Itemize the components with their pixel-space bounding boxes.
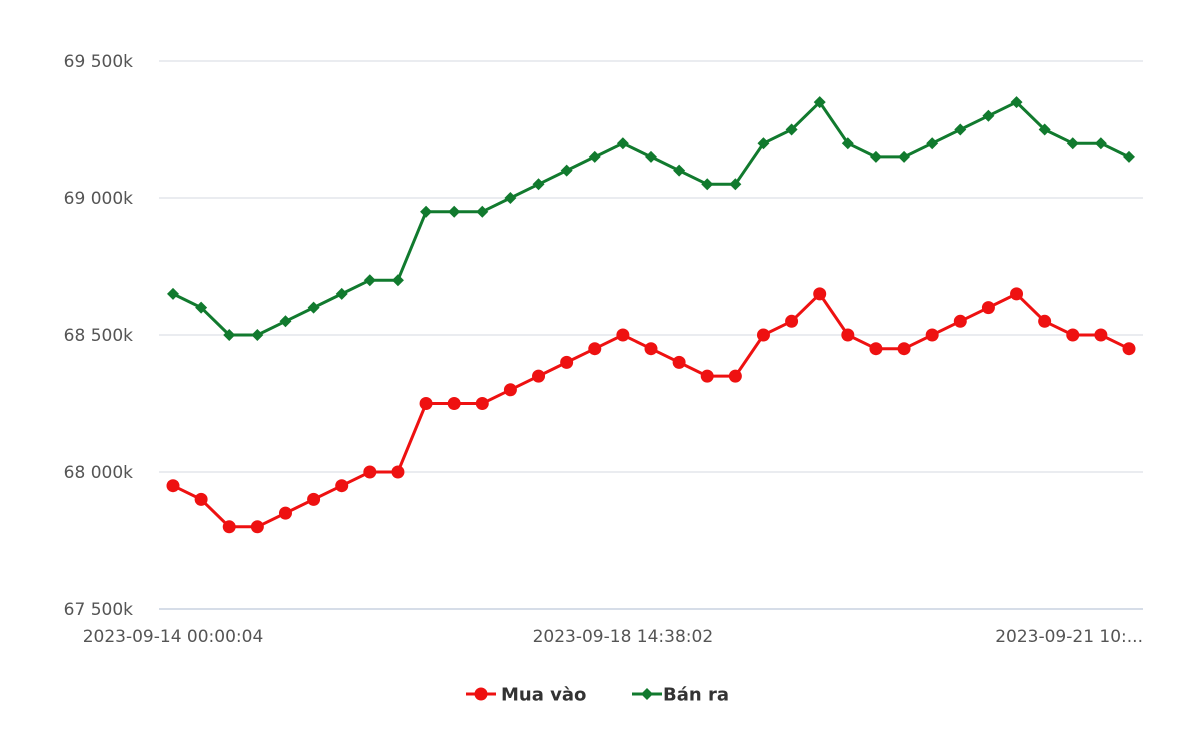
data-point[interactable] — [279, 315, 292, 328]
data-point[interactable] — [363, 465, 377, 479]
data-point[interactable] — [645, 150, 657, 163]
legend-label: Bán ra — [663, 685, 729, 706]
data-point[interactable] — [1010, 287, 1024, 301]
data-point[interactable] — [701, 178, 714, 191]
data-point[interactable] — [728, 369, 742, 383]
data-point[interactable] — [700, 369, 714, 383]
data-point[interactable] — [391, 274, 404, 287]
data-point[interactable] — [869, 342, 883, 356]
x-tick-label: 2023-09-18 14:38:02 — [533, 627, 714, 647]
data-point[interactable] — [813, 287, 827, 301]
y-tick-label: 68 500k — [64, 326, 133, 346]
data-point[interactable] — [1010, 96, 1023, 109]
data-point[interactable] — [616, 328, 630, 342]
data-point[interactable] — [532, 369, 546, 383]
series-ban-ra — [167, 96, 1135, 341]
data-point[interactable] — [869, 150, 882, 163]
data-point[interactable] — [953, 314, 967, 328]
data-point[interactable] — [504, 192, 517, 204]
data-point[interactable] — [813, 96, 826, 109]
data-point[interactable] — [616, 137, 629, 150]
legend-label: Mua vào — [501, 685, 586, 706]
data-point[interactable] — [560, 164, 573, 177]
data-point[interactable] — [757, 137, 770, 150]
data-point[interactable] — [897, 342, 911, 356]
data-point[interactable] — [785, 314, 799, 328]
y-tick-label: 68 000k — [64, 463, 133, 483]
data-point[interactable] — [841, 328, 855, 342]
data-point[interactable] — [222, 520, 236, 534]
data-point[interactable] — [1123, 150, 1135, 163]
data-point[interactable] — [167, 287, 179, 300]
data-point[interactable] — [503, 383, 517, 397]
data-point[interactable] — [982, 109, 995, 122]
series-mua-vao — [166, 287, 1136, 534]
series-line — [172, 292, 1130, 529]
data-point[interactable] — [672, 355, 686, 369]
data-point[interactable] — [1066, 137, 1079, 150]
data-point[interactable] — [925, 328, 939, 342]
data-point[interactable] — [447, 397, 461, 410]
data-point[interactable] — [532, 178, 545, 191]
series-layer — [166, 96, 1136, 534]
data-point[interactable] — [448, 205, 461, 218]
data-point[interactable] — [1066, 328, 1080, 342]
grid-layer — [159, 60, 1143, 473]
legend[interactable]: Mua vào Bán ra — [466, 685, 729, 706]
data-point[interactable] — [307, 301, 320, 314]
data-point[interactable] — [926, 137, 939, 150]
data-point[interactable] — [363, 274, 376, 287]
data-point[interactable] — [307, 492, 321, 506]
data-point[interactable] — [1122, 342, 1136, 356]
data-point[interactable] — [251, 329, 264, 341]
data-point[interactable] — [475, 397, 489, 410]
data-point[interactable] — [898, 150, 911, 163]
data-point[interactable] — [420, 205, 433, 218]
data-point[interactable] — [954, 123, 967, 136]
data-point[interactable] — [476, 205, 489, 218]
x-tick-label: 2023-09-14 00:00:04 — [83, 627, 264, 647]
data-point[interactable] — [841, 137, 854, 150]
y-tick-label: 69 500k — [64, 52, 133, 72]
data-point[interactable] — [981, 301, 995, 315]
legend-item-mua-vao[interactable]: Mua vào — [466, 685, 586, 706]
y-axis: 67 500k 68 000k 68 500k 69 000k 69 500k — [64, 52, 133, 620]
x-tick-label: 2023-09-21 10:... — [995, 627, 1143, 647]
data-point[interactable] — [560, 355, 574, 369]
x-axis: 2023-09-14 00:00:04 2023-09-18 14:38:02 20… — [83, 608, 1143, 647]
data-point[interactable] — [588, 150, 601, 163]
data-point[interactable] — [588, 342, 602, 356]
data-point[interactable] — [278, 506, 292, 520]
data-point[interactable] — [335, 479, 349, 493]
data-point[interactable] — [644, 342, 658, 356]
data-point[interactable] — [785, 123, 798, 136]
data-point[interactable] — [166, 479, 180, 493]
data-point[interactable] — [1038, 123, 1051, 136]
series-line — [172, 100, 1130, 337]
data-point[interactable] — [1038, 314, 1052, 328]
y-tick-label: 67 500k — [64, 600, 133, 620]
data-point[interactable] — [391, 465, 405, 479]
legend-circle-icon — [474, 687, 488, 701]
data-point[interactable] — [673, 164, 686, 177]
data-point[interactable] — [1094, 137, 1107, 150]
y-tick-label: 69 000k — [64, 189, 133, 209]
data-point[interactable] — [250, 520, 264, 534]
legend-item-ban-ra[interactable]: Bán ra — [632, 685, 729, 706]
data-point[interactable] — [729, 178, 742, 191]
data-point[interactable] — [195, 301, 208, 314]
data-point[interactable] — [1094, 328, 1108, 342]
data-point[interactable] — [419, 397, 433, 410]
data-point[interactable] — [335, 287, 348, 300]
data-point[interactable] — [223, 329, 236, 341]
legend-diamond-icon — [641, 688, 653, 700]
data-point[interactable] — [756, 328, 770, 342]
data-point[interactable] — [194, 492, 208, 506]
